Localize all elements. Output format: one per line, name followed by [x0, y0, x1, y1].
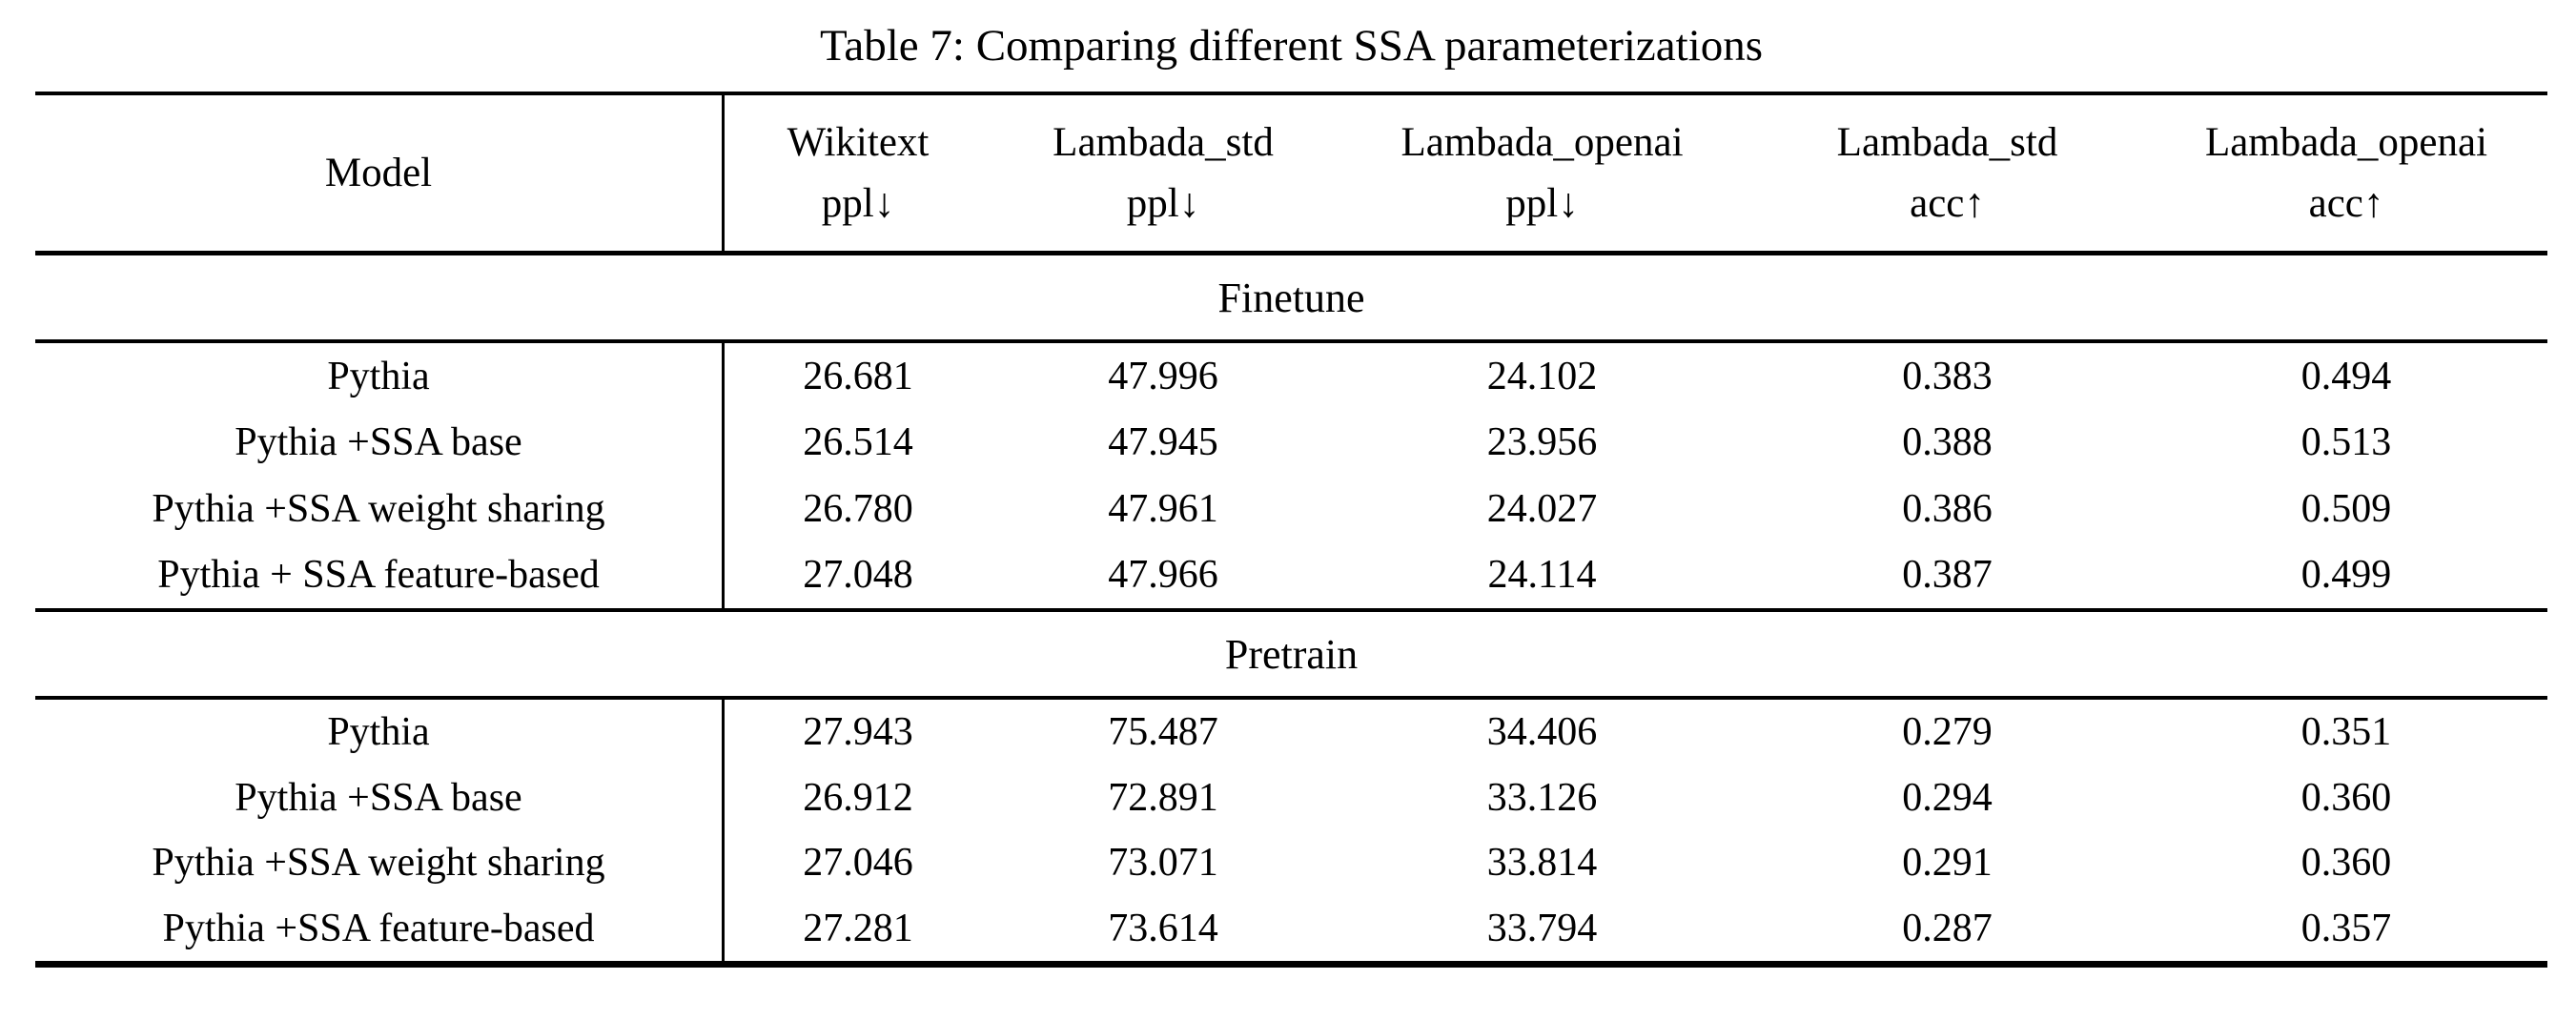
- value-cell: 24.027: [1486, 486, 1598, 531]
- value-cell: 27.281: [803, 906, 913, 950]
- value-cell: 24.114: [1487, 553, 1597, 598]
- header-lambada-openai-acc: Lambada_openai acc↑: [2145, 95, 2547, 251]
- value-cell: 0.360: [2300, 775, 2392, 820]
- value-cell: 0.287: [1902, 906, 1993, 950]
- value-cell: 73.071: [1108, 841, 1218, 886]
- value-cell: 0.357: [2300, 906, 2392, 950]
- finetune-rows: Pythia 26.681 47.996 24.102 0.383 0.494 …: [35, 343, 2547, 612]
- value-cell: 33.814: [1486, 841, 1598, 886]
- value-cell: 0.494: [2300, 354, 2392, 398]
- value-cell: 0.386: [1902, 486, 1993, 531]
- value-cell: 27.943: [803, 710, 913, 755]
- model-name: Pythia +SSA weight sharing: [35, 830, 725, 896]
- value-cell: 0.279: [1902, 710, 1993, 755]
- value-cell: 47.996: [1108, 354, 1218, 398]
- value-cell: 24.102: [1486, 354, 1598, 398]
- value-cell: 33.794: [1486, 906, 1598, 950]
- pretrain-rows: Pythia 27.943 75.487 34.406 0.279 0.351 …: [35, 700, 2547, 968]
- header-line2: ppl↓: [1126, 180, 1200, 226]
- value-cell: 0.513: [2300, 420, 2392, 465]
- header-line2: acc↑: [1910, 180, 1985, 226]
- header-lambada-std-ppl: Lambada_std ppl↓: [992, 95, 1335, 251]
- value-cell: 26.681: [803, 354, 913, 398]
- header-lambada-openai-ppl: Lambada_openai ppl↓: [1335, 95, 1749, 251]
- value-cell: 0.499: [2300, 553, 2392, 598]
- value-cell: 27.048: [803, 553, 913, 598]
- value-cell: 0.383: [1902, 354, 1993, 398]
- section-label-finetune: Finetune: [35, 255, 2547, 343]
- header-line1: Wikitext: [787, 119, 930, 165]
- header-wikitext-ppl: Wikitext ppl↓: [725, 95, 992, 251]
- value-cell: 0.351: [2300, 710, 2392, 755]
- model-name: Pythia: [35, 700, 725, 765]
- results-table: Model Wikitext ppl↓ Lambada_std ppl↓ Lam…: [35, 92, 2547, 968]
- value-cell: 0.360: [2300, 841, 2392, 886]
- value-cell: 47.966: [1108, 553, 1218, 598]
- value-cell: 0.388: [1902, 420, 1993, 465]
- value-cell: 0.509: [2300, 486, 2392, 531]
- header-line1: Lambada_openai: [2204, 119, 2488, 165]
- model-name: Pythia +SSA feature-based: [35, 895, 725, 961]
- value-cell: 26.780: [803, 486, 913, 531]
- model-name: Pythia +SSA base: [35, 765, 725, 830]
- value-cell: 34.406: [1486, 710, 1598, 755]
- header-line2: ppl↓: [821, 180, 895, 226]
- value-cell: 26.514: [803, 420, 913, 465]
- header-model-column: Model: [35, 95, 725, 251]
- header-line1: Lambada_openai: [1400, 119, 1684, 165]
- model-name: Pythia +SSA weight sharing: [35, 476, 725, 542]
- value-cell: 73.614: [1108, 906, 1218, 950]
- header-lambada-std-acc: Lambada_std acc↑: [1749, 95, 2145, 251]
- header-line1: Lambada_std: [1053, 119, 1274, 165]
- model-name: Pythia + SSA feature-based: [35, 541, 725, 608]
- model-name: Pythia +SSA base: [35, 409, 725, 476]
- table-header-row: Model Wikitext ppl↓ Lambada_std ppl↓ Lam…: [35, 92, 2547, 255]
- value-cell: 47.961: [1108, 486, 1218, 531]
- value-cell: 75.487: [1108, 710, 1218, 755]
- value-cell: 26.912: [803, 775, 913, 820]
- value-cell: 72.891: [1108, 775, 1218, 820]
- value-cell: 47.945: [1108, 420, 1218, 465]
- header-line2: ppl↓: [1505, 180, 1579, 226]
- section-label-pretrain: Pretrain: [35, 612, 2547, 700]
- value-cell: 0.387: [1902, 553, 1993, 598]
- value-cell: 27.046: [803, 841, 913, 886]
- value-cell: 0.294: [1902, 775, 1993, 820]
- table-caption: Table 7: Comparing different SSA paramet…: [819, 21, 1764, 71]
- value-cell: 33.126: [1486, 775, 1598, 820]
- value-cell: 0.291: [1902, 841, 1993, 886]
- header-line1: Lambada_std: [1836, 119, 2058, 165]
- model-name: Pythia: [35, 343, 725, 410]
- header-line2: acc↑: [2308, 180, 2384, 226]
- value-cell: 23.956: [1486, 420, 1598, 465]
